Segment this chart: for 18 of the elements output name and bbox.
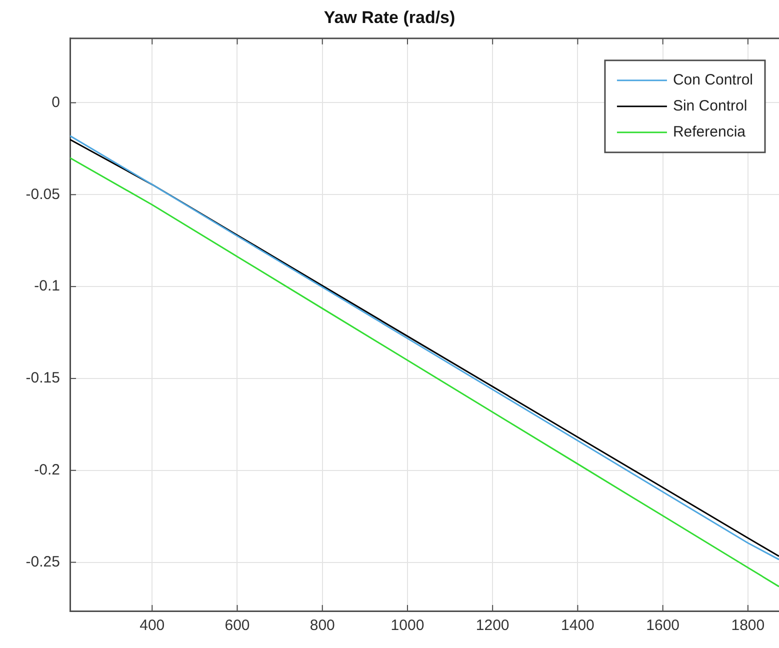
x-tick-label: 1200 <box>476 617 510 634</box>
chart-title: Yaw Rate (rad/s) <box>324 8 456 27</box>
y-tick-label: -0.25 <box>26 553 60 570</box>
x-tick-label: 600 <box>224 617 250 634</box>
x-tick-label: 400 <box>140 617 165 634</box>
y-tick-label: -0.05 <box>26 186 60 203</box>
y-tick-label: -0.1 <box>34 278 60 295</box>
legend-label: Referencia <box>672 124 746 141</box>
y-tick-label: -0.2 <box>34 462 60 479</box>
y-tick-label: -0.15 <box>26 370 60 387</box>
x-tick-label: 800 <box>310 617 335 634</box>
legend-label: Con Control <box>672 72 754 89</box>
x-tick-label: 1600 <box>646 617 680 634</box>
x-tick-label: 1000 <box>390 617 424 634</box>
x-tick-label: 1400 <box>561 617 594 634</box>
legend-label: Sin Control <box>672 98 748 115</box>
y-tick-label: 0 <box>52 94 60 111</box>
x-tick-label: 1800 <box>731 617 765 634</box>
